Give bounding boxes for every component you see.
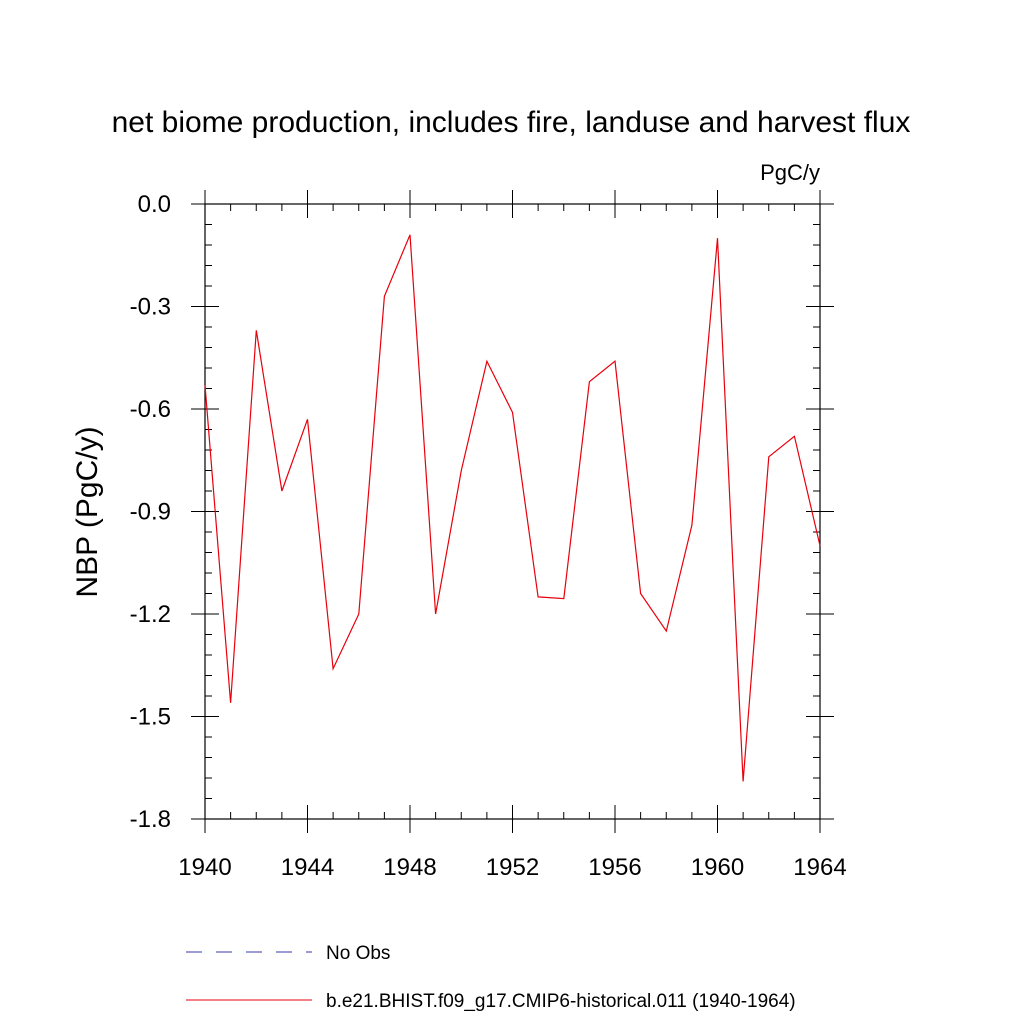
data-point xyxy=(537,595,540,598)
legend-label: b.e21.BHIST.f09_g17.CMIP6-historical.011… xyxy=(326,991,796,1012)
data-point xyxy=(690,524,693,527)
data-point xyxy=(767,455,770,458)
x-tick-label: 1960 xyxy=(691,854,744,881)
x-tick-label: 1944 xyxy=(281,854,334,881)
data-point xyxy=(280,490,283,493)
data-point xyxy=(434,613,437,616)
data-point xyxy=(383,295,386,298)
x-tick-label: 1952 xyxy=(486,854,539,881)
data-point xyxy=(229,701,232,704)
data-point xyxy=(588,380,591,383)
data-point xyxy=(819,544,822,547)
y-tick-label: -1.2 xyxy=(130,601,171,628)
series-layer xyxy=(204,233,822,783)
x-tick-label: 1940 xyxy=(178,854,231,881)
data-point xyxy=(562,597,565,600)
x-tick-label: 1948 xyxy=(383,854,436,881)
data-point xyxy=(639,592,642,595)
legend: No Obs b.e21.BHIST.f09_g17.CMIP6-historic… xyxy=(186,943,796,1012)
data-point xyxy=(460,469,463,472)
data-point xyxy=(716,237,719,240)
data-point xyxy=(306,418,309,421)
y-tick-label: -0.3 xyxy=(130,294,171,321)
data-point xyxy=(332,667,335,670)
plot-frame xyxy=(204,203,821,820)
data-point xyxy=(204,384,207,387)
data-point xyxy=(409,233,412,236)
legend-label: No Obs xyxy=(326,943,390,964)
y-tick-label: 0.0 xyxy=(138,191,171,218)
series-line xyxy=(204,234,821,782)
data-point xyxy=(357,613,360,616)
data-point xyxy=(793,435,796,438)
y-tick-label: -0.6 xyxy=(130,396,171,423)
data-point xyxy=(511,411,514,414)
data-point xyxy=(485,360,488,363)
data-point xyxy=(742,780,745,783)
y-tick-label: -0.9 xyxy=(130,499,171,526)
x-tick-label: 1956 xyxy=(588,854,641,881)
units-label: PgC/y xyxy=(760,160,820,185)
y-tick-label: -1.8 xyxy=(130,806,171,833)
axes: 1940 1944 1948 1952 1956 1960 1964 0.0 -0.3 -0.6 -… xyxy=(130,190,847,881)
y-axis-label: NBP (PgC/y) xyxy=(71,426,104,597)
chart-title: net biome production, includes fire, lan… xyxy=(112,106,911,139)
data-point xyxy=(255,329,258,332)
data-point xyxy=(665,630,668,633)
y-tick-label: -1.5 xyxy=(130,704,171,731)
x-tick-label: 1964 xyxy=(793,854,846,881)
data-point xyxy=(614,360,617,363)
